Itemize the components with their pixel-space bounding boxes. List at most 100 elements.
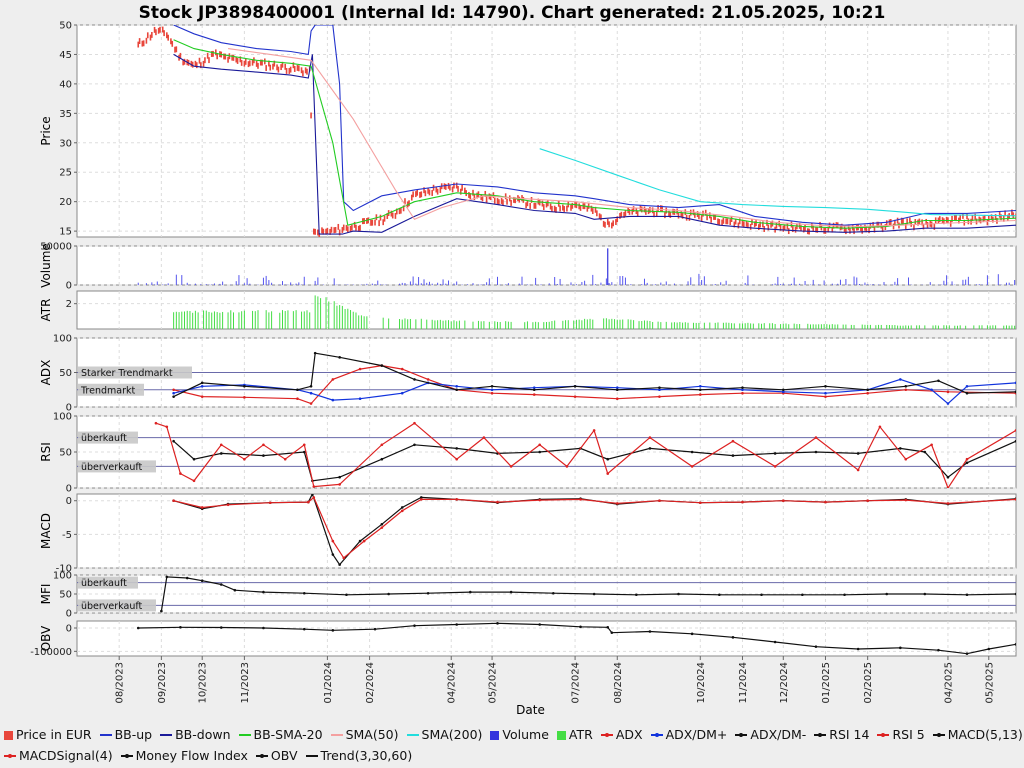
price-candle bbox=[453, 182, 455, 189]
price-candle bbox=[326, 227, 329, 234]
price-candle bbox=[247, 61, 250, 68]
legend-swatch bbox=[120, 751, 133, 761]
price-candle bbox=[665, 207, 668, 214]
adx-adx-point bbox=[741, 391, 744, 395]
price-candle bbox=[469, 193, 472, 200]
price-candle bbox=[974, 213, 976, 220]
panel-price-ytick-label: 50 bbox=[59, 21, 72, 32]
price-candle bbox=[141, 40, 144, 47]
obv-obv-point bbox=[373, 627, 377, 631]
price-candle bbox=[591, 208, 594, 215]
rsi-rsi-5-point bbox=[592, 429, 596, 432]
price-candle bbox=[600, 214, 602, 221]
price-candle bbox=[570, 204, 572, 211]
mfi-money-flow-index-point bbox=[592, 592, 596, 596]
x-tick-label: 10/2024 bbox=[696, 662, 707, 704]
mfi-money-flow-index-point bbox=[965, 593, 969, 597]
macd-macdsignal-4-point bbox=[342, 556, 346, 560]
price-candle bbox=[868, 227, 870, 234]
price-candle bbox=[198, 57, 201, 64]
price-candle bbox=[496, 198, 499, 204]
price-candle bbox=[151, 31, 153, 38]
price-candle bbox=[235, 56, 238, 63]
price-candle bbox=[155, 29, 157, 36]
price-candle bbox=[624, 210, 627, 217]
price-candle bbox=[337, 223, 340, 230]
price-candle bbox=[391, 212, 394, 219]
price-candle bbox=[827, 226, 829, 233]
rsi-rsi-5-point bbox=[1014, 429, 1016, 432]
price-candle bbox=[743, 221, 745, 228]
price-candle bbox=[530, 197, 533, 203]
price-candle bbox=[757, 224, 760, 231]
adx-adx-point bbox=[172, 388, 175, 392]
obv-obv-point bbox=[538, 623, 541, 626]
adx-adx-dm-point bbox=[455, 388, 458, 392]
price-candle bbox=[966, 213, 968, 220]
price-candle bbox=[449, 184, 451, 191]
price-candle bbox=[571, 202, 574, 209]
panel-volume-marks bbox=[137, 248, 1016, 285]
obv-obv-point bbox=[136, 626, 140, 630]
price-candle bbox=[473, 194, 476, 201]
price-candle bbox=[424, 190, 427, 197]
adx-adx-dm-point bbox=[1014, 381, 1016, 385]
price-candle bbox=[926, 221, 929, 228]
price-candle bbox=[382, 219, 384, 226]
legend-label: Money Flow Index bbox=[135, 748, 248, 763]
adx-adx-dm-point bbox=[380, 364, 384, 367]
adx-adx-point bbox=[658, 395, 661, 398]
legend-label: OBV bbox=[270, 748, 298, 763]
panel-mfi-ylabel: MFI bbox=[39, 584, 53, 605]
price-candle bbox=[734, 218, 737, 225]
macd-macdsignal-4-point bbox=[362, 539, 366, 543]
legend-label: MACD(5,13) bbox=[947, 727, 1023, 742]
price-candle bbox=[541, 200, 544, 207]
mfi-money-flow-index-point bbox=[677, 592, 680, 596]
stock-chart: Stock JP3898400001 (Internal Id: 14790).… bbox=[30, 3, 1017, 717]
legend-swatch bbox=[255, 751, 268, 761]
price-candle bbox=[210, 51, 213, 57]
price-candle bbox=[435, 186, 438, 193]
macd-macdsignal-4-point bbox=[866, 499, 869, 503]
rsi-rsi-14-point bbox=[172, 439, 175, 443]
price-candle bbox=[280, 64, 282, 71]
mfi-money-flow-index-point bbox=[509, 590, 513, 594]
price-candle bbox=[292, 62, 295, 69]
price-candle bbox=[587, 203, 590, 209]
price-candle bbox=[304, 67, 307, 74]
panel-rsi-ytick-label: 100 bbox=[53, 412, 72, 423]
price-candle bbox=[713, 214, 715, 220]
price-candle bbox=[714, 214, 717, 220]
price-candle bbox=[660, 205, 662, 212]
price-candle bbox=[212, 50, 214, 57]
price-candle bbox=[179, 52, 182, 59]
obv-obv-point bbox=[496, 622, 499, 625]
obv-obv-point bbox=[814, 645, 818, 648]
price-candle bbox=[636, 210, 639, 217]
panel-atr-ylabel: ATR bbox=[39, 299, 53, 322]
price-candle bbox=[288, 68, 291, 74]
price-candle bbox=[955, 215, 957, 222]
rsi-rsi-5-point bbox=[930, 443, 933, 447]
mfi-money-flow-index-point bbox=[387, 592, 390, 596]
price-candle bbox=[534, 202, 537, 209]
price-candle bbox=[643, 206, 646, 213]
price-candle bbox=[962, 212, 964, 219]
rsi-rsi-5-point bbox=[690, 465, 694, 468]
price-candle bbox=[243, 60, 246, 67]
price-candle bbox=[676, 208, 678, 215]
legend-item: Money Flow Index bbox=[120, 748, 248, 763]
price-candle bbox=[623, 211, 625, 218]
legend-row-2: MACDSignal(4) Money Flow Index OBV Trend(3,… bbox=[4, 748, 420, 763]
panel-rsi-zone-label-bg bbox=[78, 460, 156, 473]
adx-adx-point bbox=[532, 393, 536, 396]
legend-label: SMA(50) bbox=[345, 727, 399, 742]
price-candle bbox=[272, 63, 274, 70]
price-candle bbox=[325, 228, 327, 235]
legend-item: ADX bbox=[600, 727, 643, 742]
price-candle bbox=[706, 214, 708, 221]
price-candle bbox=[412, 191, 414, 198]
macd-macdsignal-4-point bbox=[307, 500, 310, 504]
legend-item: OBV bbox=[255, 748, 298, 763]
